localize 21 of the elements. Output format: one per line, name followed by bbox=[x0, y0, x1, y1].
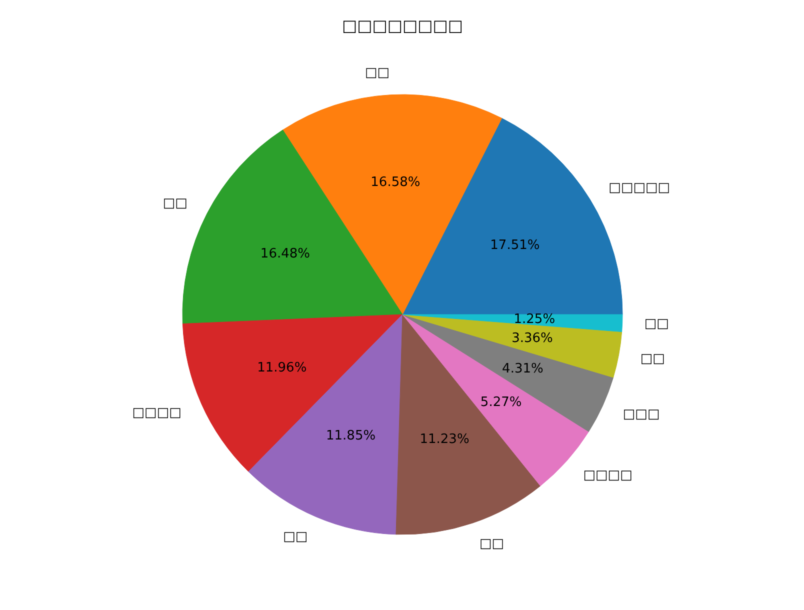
slice-label: □□□□□ bbox=[608, 180, 670, 196]
chart-title: □□□□□□□□ bbox=[342, 16, 463, 35]
data-label: 11.96% bbox=[257, 360, 307, 376]
data-label: 4.31% bbox=[502, 362, 544, 377]
slice-label: □□ bbox=[283, 530, 308, 545]
slice-label: □□□□ bbox=[132, 405, 182, 420]
data-label: 11.85% bbox=[326, 428, 376, 444]
data-label: 3.36% bbox=[512, 331, 553, 346]
data-label: 16.58% bbox=[370, 175, 420, 190]
data-label: 1.25% bbox=[514, 312, 556, 328]
data-label: 5.27% bbox=[480, 394, 522, 410]
slice-label: □□□ bbox=[622, 406, 660, 422]
slice-label: □□ bbox=[644, 316, 669, 332]
slice-label: □□ bbox=[162, 196, 188, 211]
slice-label: □□ bbox=[640, 351, 665, 366]
slice-label: □□ bbox=[480, 536, 504, 552]
slice-label: □□□□ bbox=[583, 468, 632, 483]
data-label: 11.23% bbox=[420, 432, 470, 448]
data-label: 17.51% bbox=[490, 238, 540, 253]
data-label: 16.48% bbox=[260, 246, 310, 262]
slice-label: □□ bbox=[364, 65, 390, 80]
